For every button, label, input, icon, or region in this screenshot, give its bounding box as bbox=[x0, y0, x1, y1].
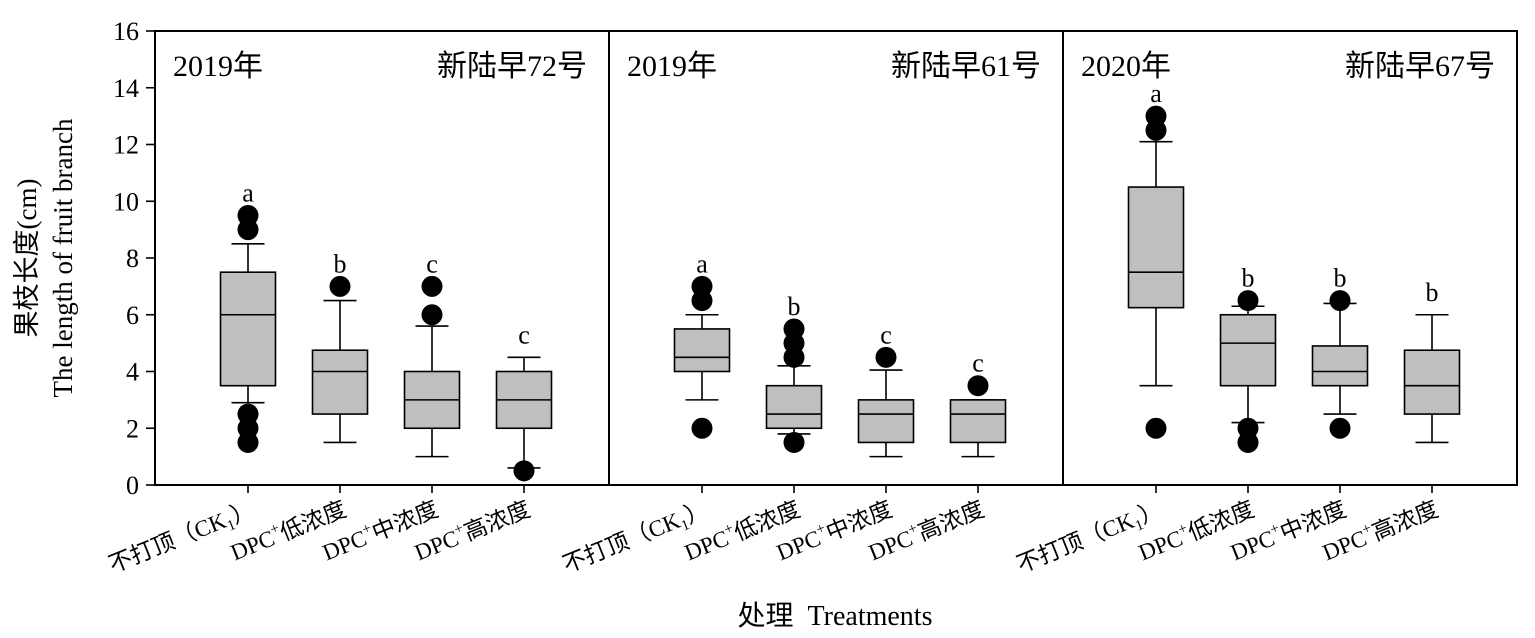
iqr-box bbox=[949, 399, 1007, 444]
significance-letter: b bbox=[788, 292, 801, 321]
box-2: b bbox=[311, 249, 369, 444]
iqr-box bbox=[857, 399, 915, 444]
y-tick-label: 4 bbox=[126, 358, 139, 387]
panel-year-label: 2020年 bbox=[1081, 50, 1171, 83]
y-tick-label: 6 bbox=[126, 301, 139, 330]
outlier-point bbox=[967, 375, 989, 397]
significance-letter: a bbox=[696, 249, 708, 278]
significance-letter: c bbox=[880, 320, 892, 349]
significance-letter: c bbox=[972, 349, 984, 378]
x-axis-title: 处理 Treatments bbox=[738, 600, 933, 632]
iqr-box bbox=[1403, 349, 1461, 415]
panel-variety-label: 新陆早67号 bbox=[1345, 50, 1495, 83]
iqr-box bbox=[219, 271, 277, 387]
outlier-point bbox=[237, 204, 259, 226]
x-tick-label-main: 不打顶（CK bbox=[105, 508, 230, 578]
outlier-point bbox=[329, 275, 351, 297]
outlier-point bbox=[237, 403, 259, 425]
y-tick-label: 16 bbox=[113, 17, 139, 46]
significance-letter: b bbox=[1334, 264, 1347, 293]
box-4: b bbox=[1403, 278, 1461, 444]
box-2: b bbox=[1219, 264, 1277, 453]
outlier-point bbox=[783, 318, 805, 340]
outlier-point bbox=[421, 304, 443, 326]
outlier-point bbox=[421, 275, 443, 297]
significance-letter: b bbox=[334, 249, 347, 278]
x-tick-label-tail: 高浓度 bbox=[1369, 496, 1442, 545]
iqr-box bbox=[1127, 186, 1185, 309]
panel-1: 2019年 新陆早72号 a b c c bbox=[154, 30, 610, 486]
outlier-point bbox=[783, 431, 805, 453]
panel-2: 2019年 新陆早61号 a b c c bbox=[608, 30, 1064, 486]
outlier-point bbox=[1237, 417, 1259, 439]
x-tick-label-tail: 高浓度 bbox=[915, 496, 988, 545]
panel-3: 2020年 新陆早67号 a b b b bbox=[1062, 30, 1518, 486]
box-3: c bbox=[403, 249, 461, 458]
x-tick-label-main: 不打顶（CK bbox=[1013, 508, 1138, 578]
iqr-box bbox=[765, 384, 823, 430]
x-tick-label-main: 不打顶（CK bbox=[559, 508, 684, 578]
outlier-point bbox=[1237, 290, 1259, 312]
box-2: b bbox=[765, 292, 823, 453]
box-1: a bbox=[1127, 79, 1185, 439]
box-4: c bbox=[495, 320, 553, 482]
box-1: a bbox=[219, 178, 277, 453]
panel-variety-label: 新陆早72号 bbox=[437, 50, 587, 83]
significance-letter: c bbox=[426, 249, 438, 278]
panel-frame bbox=[1062, 30, 1518, 486]
significance-letter: a bbox=[1150, 79, 1162, 108]
y-tick-label: 12 bbox=[113, 131, 139, 160]
box-3: c bbox=[857, 320, 915, 458]
significance-letter: a bbox=[242, 178, 254, 207]
outlier-point bbox=[1145, 105, 1167, 127]
y-axis: 0 2 4 6 8 10 12 14 16 bbox=[113, 17, 155, 500]
x-tick-label-tail: 高浓度 bbox=[461, 496, 534, 545]
iqr-box bbox=[673, 328, 731, 373]
y-axis-title-en: The length of fruit branch bbox=[48, 118, 78, 397]
iqr-box bbox=[1219, 313, 1277, 387]
outlier-point bbox=[1329, 290, 1351, 312]
significance-letter: b bbox=[1242, 264, 1255, 293]
significance-letter: c bbox=[518, 320, 530, 349]
outlier-point bbox=[691, 417, 713, 439]
iqr-box bbox=[1311, 345, 1369, 387]
y-tick-label: 0 bbox=[126, 471, 139, 500]
outlier-point bbox=[1145, 417, 1167, 439]
y-tick-label: 8 bbox=[126, 244, 139, 273]
box-1: a bbox=[673, 249, 731, 439]
panel-variety-label: 新陆早61号 bbox=[891, 50, 1041, 83]
significance-letter: b bbox=[1426, 278, 1439, 307]
outlier-point bbox=[875, 346, 897, 368]
outlier-point bbox=[1329, 417, 1351, 439]
y-tick-label: 14 bbox=[113, 74, 139, 103]
box-3: b bbox=[1311, 264, 1369, 439]
outlier-point bbox=[691, 275, 713, 297]
y-axis-title-group: 果枝长度(cm) The length of fruit branch bbox=[12, 118, 78, 397]
y-tick-label: 2 bbox=[126, 414, 139, 443]
plot-panels: 2019年 新陆早72号 a b c c 2019年 新陆早61号 a b c c 2020年 新陆早67… bbox=[154, 30, 1518, 486]
y-tick-label: 10 bbox=[113, 187, 139, 216]
box-4: c bbox=[949, 349, 1007, 458]
outlier-point bbox=[513, 460, 535, 482]
panel-year-label: 2019年 bbox=[627, 50, 717, 83]
iqr-box bbox=[311, 349, 369, 415]
panel-year-label: 2019年 bbox=[173, 50, 263, 83]
y-axis-title-cn: 果枝长度(cm) bbox=[12, 179, 42, 338]
